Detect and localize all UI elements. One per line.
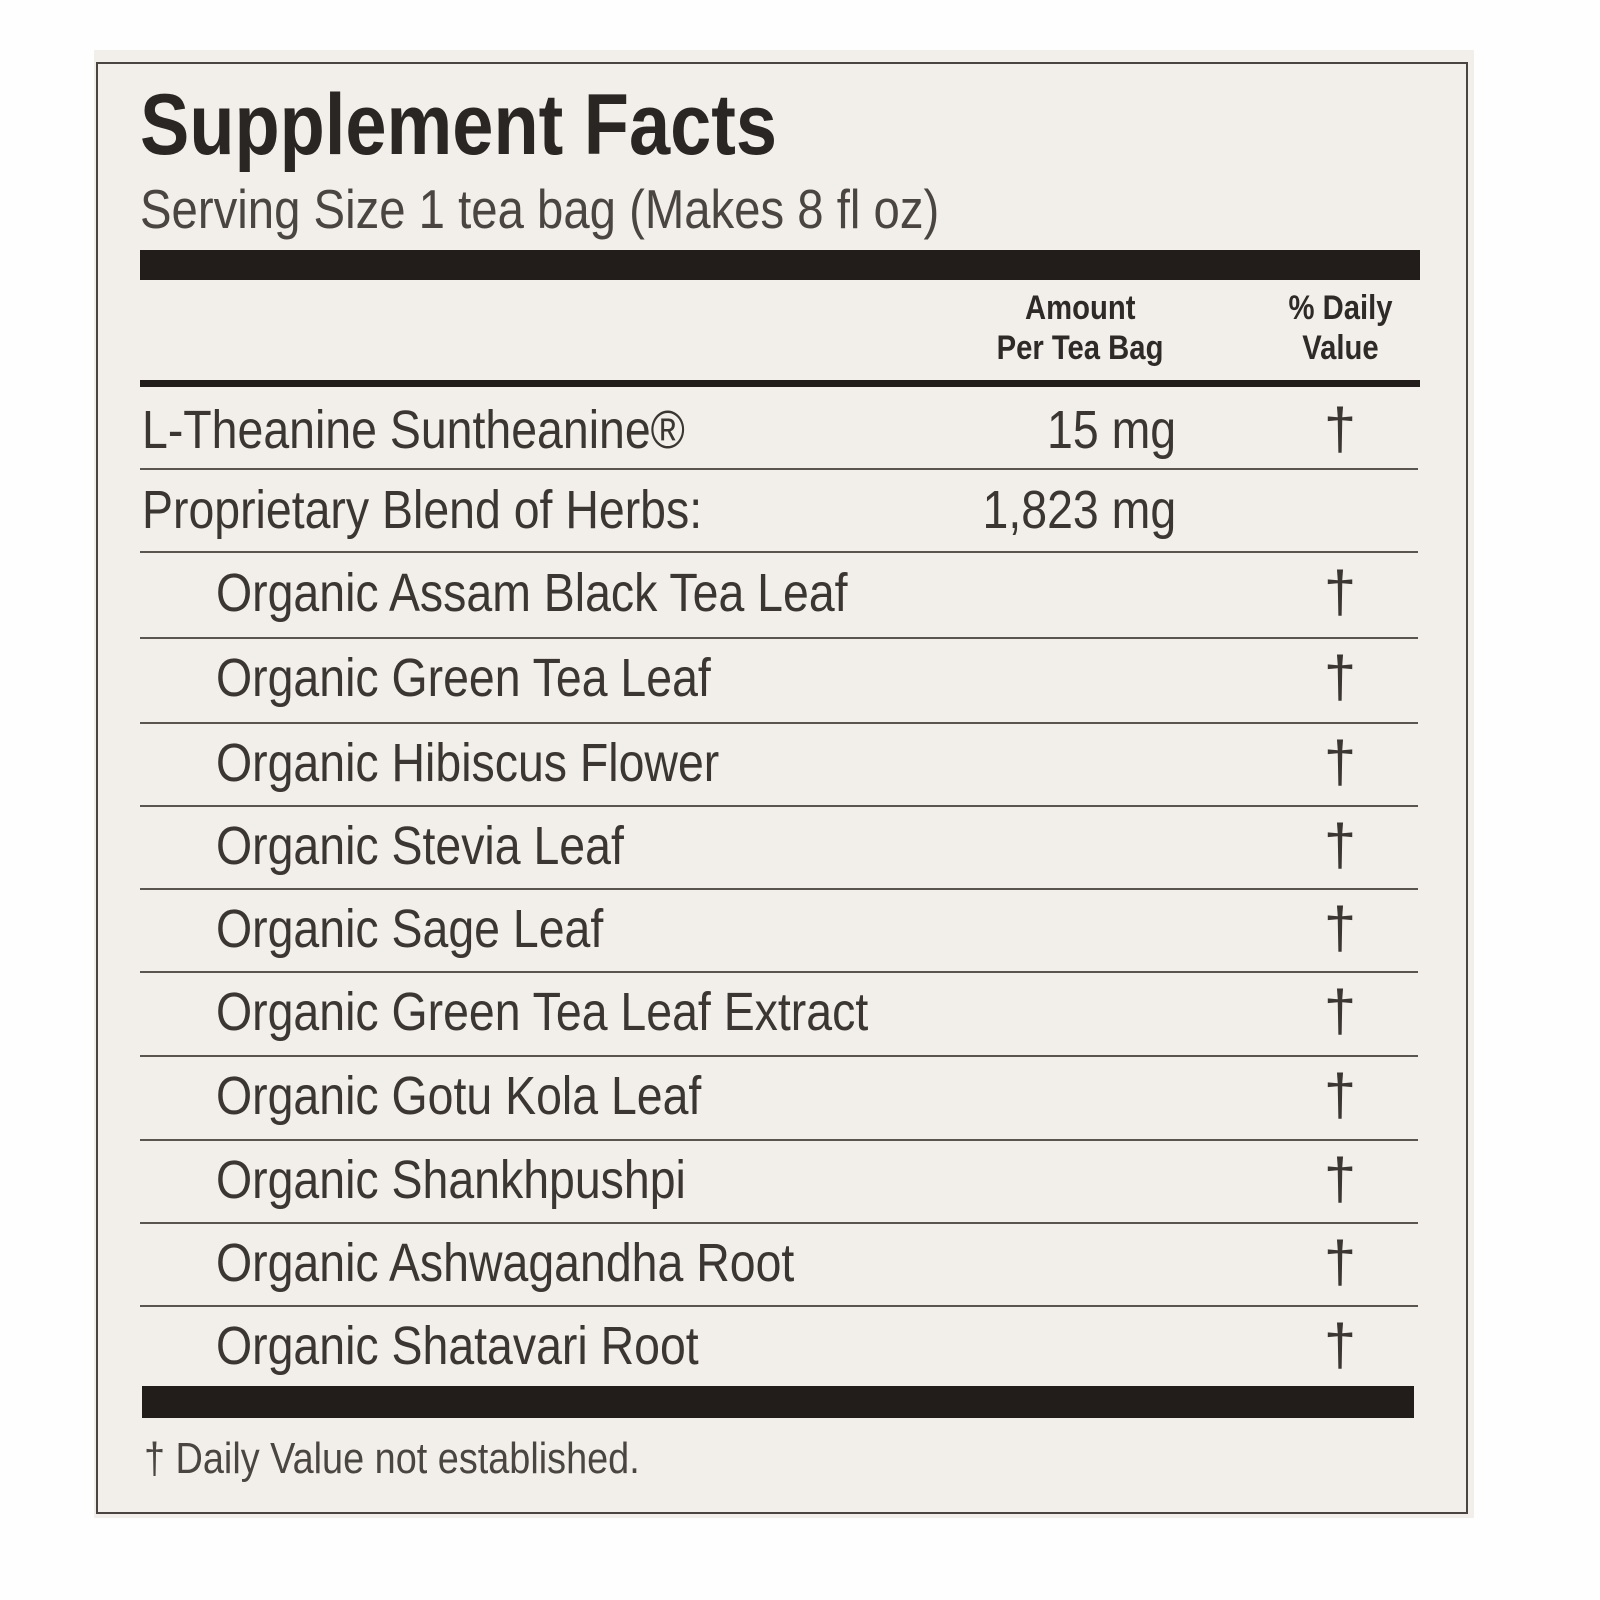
header-rule [140, 380, 1420, 387]
ingredient-name: Organic Ashwagandha Root [216, 1231, 888, 1295]
row-divider [140, 1139, 1418, 1141]
ingredient-name-text: Organic Assam Black Tea Leaf [216, 563, 848, 623]
row-divider [140, 805, 1418, 807]
label-background [94, 50, 1474, 1518]
ingredient-name: Proprietary Blend of Herbs: [142, 478, 793, 542]
ingredient-name-text: Organic Green Tea Leaf [216, 648, 711, 708]
ingredient-name: Organic Green Tea Leaf Extract [216, 980, 974, 1044]
ingredient-name-text: Organic Hibiscus Flower [216, 733, 720, 793]
amount-header-line2: Per Tea Bag [996, 329, 1164, 367]
table-row: Organic Assam Black Tea Leaf † [0, 553, 1600, 633]
ingredient-name-text: Organic Stevia Leaf [216, 816, 624, 876]
ingredient-name: Organic Assam Black Tea Leaf [216, 561, 950, 625]
dv-header-line1: % Daily [1287, 289, 1393, 327]
daily-value-column-header: % Daily Value [1250, 288, 1430, 368]
top-thick-bar [140, 250, 1420, 280]
title-text: Supplement Facts [140, 77, 778, 173]
row-divider [140, 1055, 1418, 1057]
daily-value-dagger: † [1323, 896, 1357, 961]
ingredient-amount: 1,823 mg [951, 478, 1176, 542]
table-row: Organic Green Tea Leaf Extract † [0, 972, 1600, 1052]
ingredient-name-text: Organic Sage Leaf [216, 899, 604, 959]
serving-size-text: Serving Size 1 tea bag (Makes 8 fl oz) [140, 178, 940, 240]
amount-header-line1: Amount [1024, 289, 1136, 327]
daily-value-dagger: † [1323, 645, 1357, 710]
footnote-text: † Daily Value not established. [144, 1434, 640, 1483]
dv-header-line2: Value [1301, 329, 1379, 367]
table-row: Proprietary Blend of Herbs: 1,823 mg [0, 470, 1600, 550]
daily-value-dagger: † [1323, 397, 1357, 462]
ingredient-amount: 15 mg [1026, 398, 1176, 462]
daily-value-dagger: † [1323, 730, 1357, 795]
daily-value-dagger: † [1323, 560, 1357, 625]
ingredient-name-text: L-Theanine Suntheanine® [142, 400, 685, 460]
table-row: Organic Shatavari Root † [0, 1306, 1600, 1386]
table-row: Organic Stevia Leaf † [0, 806, 1600, 886]
ingredient-name: Organic Shankhpushpi [216, 1148, 762, 1212]
table-row: Organic Hibiscus Flower † [0, 723, 1600, 803]
table-row: Organic Shankhpushpi † [0, 1140, 1600, 1220]
ingredient-name: Organic Sage Leaf [216, 897, 666, 961]
ingredient-name-text: Organic Ashwagandha Root [216, 1233, 795, 1293]
serving-size: Serving Size 1 tea bag (Makes 8 fl oz) [140, 182, 1069, 237]
amount-column-header: Amount Per Tea Bag [960, 288, 1200, 368]
table-row: Organic Sage Leaf † [0, 889, 1600, 969]
ingredient-name-text: Organic Green Tea Leaf Extract [216, 982, 869, 1042]
daily-value-dagger: † [1323, 1147, 1357, 1212]
ingredient-name-text: Proprietary Blend of Herbs: [142, 480, 703, 540]
table-row: Organic Green Tea Leaf † [0, 638, 1600, 718]
ingredient-name-text: Organic Shatavari Root [216, 1316, 699, 1376]
row-divider [140, 1305, 1418, 1307]
ingredient-name: Organic Stevia Leaf [216, 814, 690, 878]
row-divider [140, 637, 1418, 639]
label-title: Supplement Facts [140, 82, 881, 168]
table-row: Organic Ashwagandha Root † [0, 1223, 1600, 1303]
daily-value-dagger: † [1323, 1063, 1357, 1128]
ingredient-amount-text: 15 mg [1046, 400, 1176, 460]
footnote: † Daily Value not established. [144, 1434, 720, 1484]
ingredient-name: Organic Gotu Kola Leaf [216, 1064, 780, 1128]
row-divider [140, 468, 1418, 470]
table-row: L-Theanine Suntheanine® 15 mg † [0, 390, 1600, 470]
label-frame [96, 62, 1468, 1514]
ingredient-name-text: Organic Shankhpushpi [216, 1150, 686, 1210]
row-divider [140, 971, 1418, 973]
daily-value-dagger: † [1323, 979, 1357, 1044]
daily-value-dagger: † [1323, 1313, 1357, 1378]
ingredient-name-text: Organic Gotu Kola Leaf [216, 1066, 702, 1126]
ingredient-amount-text: 1,823 mg [982, 480, 1176, 540]
row-divider [140, 888, 1418, 890]
row-divider [140, 1222, 1418, 1224]
bottom-thick-bar [142, 1386, 1414, 1418]
daily-value-dagger: † [1323, 813, 1357, 878]
row-divider [140, 722, 1418, 724]
ingredient-name: L-Theanine Suntheanine® [142, 398, 773, 462]
ingredient-name: Organic Green Tea Leaf [216, 646, 791, 710]
row-divider [140, 551, 1418, 553]
daily-value-dagger: † [1323, 1230, 1357, 1295]
table-row: Organic Gotu Kola Leaf † [0, 1056, 1600, 1136]
ingredient-name: Organic Shatavari Root [216, 1314, 777, 1378]
ingredient-name: Organic Hibiscus Flower [216, 731, 801, 795]
